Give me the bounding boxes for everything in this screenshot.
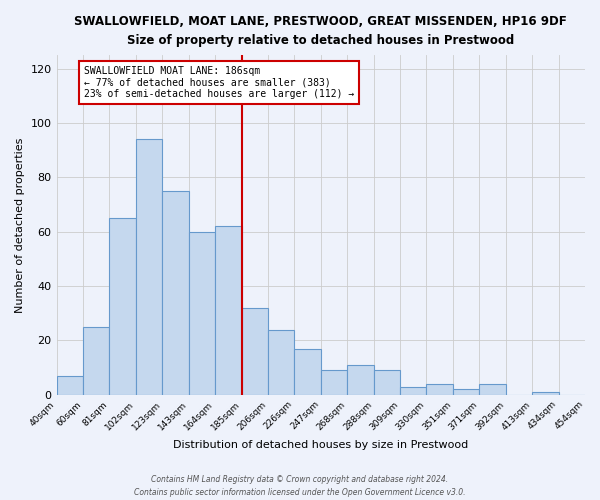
Title: SWALLOWFIELD, MOAT LANE, PRESTWOOD, GREAT MISSENDEN, HP16 9DF
Size of property r: SWALLOWFIELD, MOAT LANE, PRESTWOOD, GREA… <box>74 15 567 47</box>
Bar <box>242 308 268 394</box>
Y-axis label: Number of detached properties: Number of detached properties <box>15 137 25 312</box>
Bar <box>321 370 347 394</box>
Text: SWALLOWFIELD MOAT LANE: 186sqm
← 77% of detached houses are smaller (383)
23% of: SWALLOWFIELD MOAT LANE: 186sqm ← 77% of … <box>84 66 355 99</box>
Bar <box>400 386 427 394</box>
Bar <box>162 191 188 394</box>
Bar <box>453 390 479 394</box>
Bar <box>56 376 83 394</box>
Bar <box>268 330 295 394</box>
Bar <box>374 370 400 394</box>
Bar <box>136 140 162 394</box>
Bar <box>479 384 506 394</box>
Bar <box>295 348 321 395</box>
Bar <box>215 226 242 394</box>
Text: Contains HM Land Registry data © Crown copyright and database right 2024.
Contai: Contains HM Land Registry data © Crown c… <box>134 476 466 497</box>
Bar <box>427 384 453 394</box>
X-axis label: Distribution of detached houses by size in Prestwood: Distribution of detached houses by size … <box>173 440 469 450</box>
Bar <box>188 232 215 394</box>
Bar <box>83 327 109 394</box>
Bar <box>109 218 136 394</box>
Bar <box>532 392 559 394</box>
Bar <box>347 365 374 394</box>
